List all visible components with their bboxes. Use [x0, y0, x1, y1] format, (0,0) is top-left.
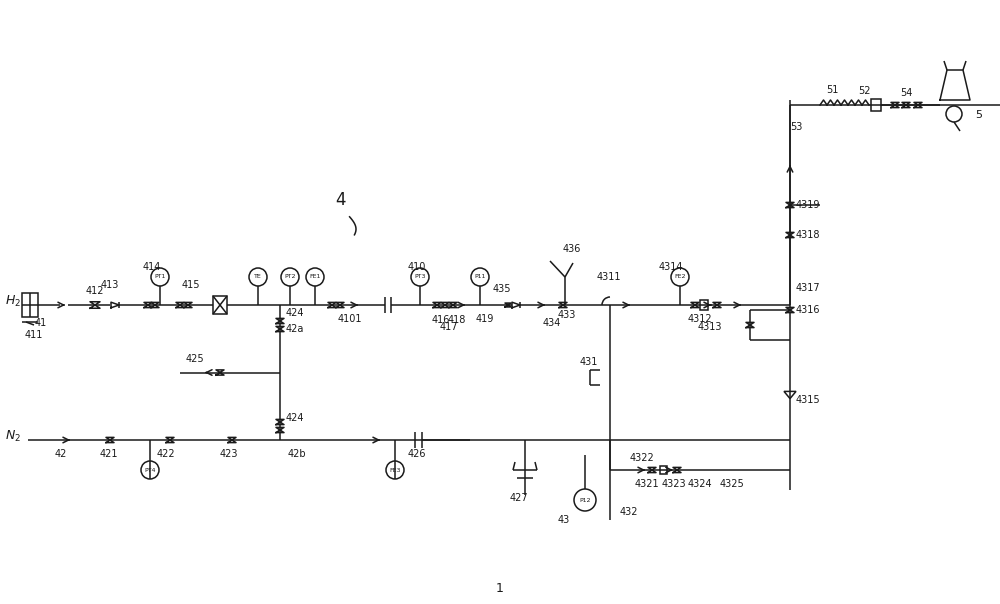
Bar [871, 99, 881, 111]
Text: 424: 424 [286, 308, 304, 318]
Text: 413: 413 [101, 280, 119, 290]
Text: 415: 415 [182, 280, 200, 290]
Bar [22, 293, 38, 317]
Text: 53: 53 [790, 122, 802, 132]
Text: 52: 52 [858, 86, 870, 96]
Text: 426: 426 [408, 449, 426, 459]
Text: 4317: 4317 [796, 283, 821, 293]
Text: 5: 5 [975, 110, 982, 120]
Text: 43: 43 [558, 515, 570, 525]
Text: 425: 425 [186, 353, 205, 364]
Text: 42a: 42a [286, 324, 304, 334]
Text: 4322: 4322 [630, 453, 655, 463]
Text: 4323: 4323 [662, 479, 687, 489]
Text: FE1: FE1 [309, 274, 321, 280]
Text: 4311: 4311 [597, 272, 622, 282]
Text: 4: 4 [335, 191, 346, 209]
Text: 419: 419 [476, 314, 494, 324]
Text: 1: 1 [496, 582, 504, 596]
Text: 4316: 4316 [796, 305, 820, 315]
Bar [700, 300, 708, 310]
Text: 418: 418 [448, 315, 466, 325]
Text: 41: 41 [35, 318, 47, 328]
Text: 434: 434 [543, 318, 561, 328]
Text: 54: 54 [900, 88, 912, 98]
Text: PT3: PT3 [414, 274, 426, 280]
Text: TE: TE [254, 274, 262, 280]
Text: 414: 414 [143, 262, 161, 272]
Text: 4312: 4312 [688, 314, 713, 324]
Text: 435: 435 [493, 284, 512, 294]
Text: 424: 424 [286, 413, 304, 423]
Text: FE2: FE2 [674, 274, 686, 280]
Bar [660, 466, 667, 474]
Text: 411: 411 [25, 330, 43, 340]
Text: 4101: 4101 [338, 314, 362, 324]
Text: 4319: 4319 [796, 200, 820, 210]
Text: 421: 421 [100, 449, 119, 459]
Text: P11: P11 [474, 274, 486, 280]
Text: 410: 410 [408, 262, 426, 272]
Text: 436: 436 [563, 244, 581, 254]
Text: 4324: 4324 [688, 479, 713, 489]
Text: 412: 412 [86, 286, 104, 296]
Text: PT1: PT1 [154, 274, 166, 280]
Text: FE3: FE3 [389, 467, 401, 472]
Text: 432: 432 [620, 507, 639, 517]
Text: 4325: 4325 [720, 479, 745, 489]
Text: PT2: PT2 [284, 274, 296, 280]
Text: $H_2$: $H_2$ [5, 294, 21, 309]
Text: 4313: 4313 [698, 322, 722, 332]
Text: P12: P12 [579, 498, 591, 503]
Text: 433: 433 [558, 310, 576, 320]
Text: 4314: 4314 [659, 262, 684, 272]
Text: 431: 431 [580, 357, 598, 367]
Text: 4318: 4318 [796, 230, 820, 240]
Bar [213, 296, 227, 314]
Text: 42: 42 [55, 449, 67, 459]
Text: $N_2$: $N_2$ [5, 428, 21, 443]
Text: 4315: 4315 [796, 395, 821, 405]
Text: 416: 416 [432, 315, 450, 325]
Text: 51: 51 [826, 85, 838, 95]
Text: 42b: 42b [288, 449, 307, 459]
Text: 422: 422 [157, 449, 176, 459]
Text: 417: 417 [440, 322, 458, 332]
Text: 423: 423 [220, 449, 239, 459]
Text: PT4: PT4 [144, 467, 156, 472]
Text: 427: 427 [510, 493, 529, 503]
Text: 4321: 4321 [635, 479, 660, 489]
